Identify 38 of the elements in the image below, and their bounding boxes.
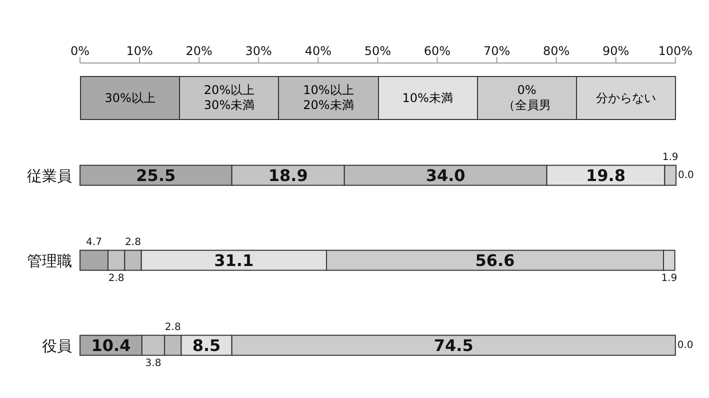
data-label: 2.8 xyxy=(108,272,124,284)
data-label: 1.9 xyxy=(662,152,678,163)
data-label: 1.9 xyxy=(661,272,678,284)
data-label: 34.0 xyxy=(426,166,466,185)
x-tick-label: 10% xyxy=(126,44,153,58)
y-tick-label: 役員 xyxy=(42,336,72,355)
x-tick-label: 20% xyxy=(186,44,212,58)
data-label: 25.5 xyxy=(136,166,176,185)
data-label: 2.8 xyxy=(164,322,181,333)
x-tick-label: 50% xyxy=(364,44,392,58)
text: 20%以上 30%未満 xyxy=(179,77,278,119)
x-tick-label: 60% xyxy=(424,44,451,58)
data-label: 3.8 xyxy=(145,358,162,369)
data-label: 0.0 xyxy=(678,170,694,181)
data-label: 74.5 xyxy=(434,336,474,355)
data-label: 56.6 xyxy=(475,250,515,270)
x-tick-label: 0% xyxy=(70,44,90,58)
data-label: 4.7 xyxy=(86,236,102,248)
text: 10%以上 20%未満 xyxy=(278,77,378,119)
x-tick-label: 70% xyxy=(483,44,510,58)
x-tick-label: 100% xyxy=(658,44,693,58)
y-tick-label: 管理職 xyxy=(27,252,72,270)
data-label: 19.8 xyxy=(586,166,626,185)
y-tick-label: 従業員 xyxy=(27,166,72,185)
data-label: 10.4 xyxy=(91,336,131,355)
data-label: 2.8 xyxy=(125,236,141,248)
text: 0% （全員男 xyxy=(476,77,576,119)
data-label: 31.1 xyxy=(214,250,254,270)
x-tick-label: 80% xyxy=(542,44,570,58)
x-tick-label: 90% xyxy=(602,44,630,58)
x-tick-label: 40% xyxy=(304,44,332,58)
data-label: 8.5 xyxy=(192,336,221,355)
x-tick-label: 30% xyxy=(245,44,272,58)
data-label: 0.0 xyxy=(677,340,694,351)
text: 30%以上 xyxy=(81,77,180,119)
data-label: 18.9 xyxy=(268,166,308,185)
text: 10%未満 xyxy=(378,77,477,119)
text: 分からない xyxy=(576,77,676,119)
